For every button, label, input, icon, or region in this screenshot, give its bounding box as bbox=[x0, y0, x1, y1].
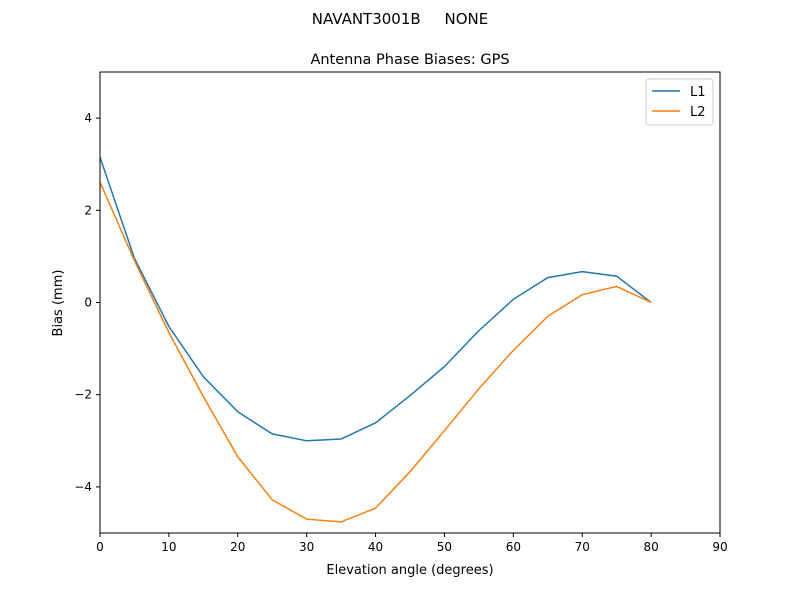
y-tick-label: −2 bbox=[74, 388, 92, 402]
x-tick-label: 90 bbox=[712, 540, 727, 554]
x-tick-label: 0 bbox=[96, 540, 104, 554]
legend-label: L2 bbox=[690, 105, 706, 120]
x-tick-label: 70 bbox=[575, 540, 590, 554]
y-tick-label: 2 bbox=[84, 203, 92, 217]
x-tick-label: 40 bbox=[368, 540, 383, 554]
y-tick-label: 0 bbox=[84, 296, 92, 310]
series-line-L1 bbox=[99, 157, 652, 442]
x-tick-label: 10 bbox=[161, 540, 176, 554]
x-tick-label: 80 bbox=[643, 540, 658, 554]
plot-frame bbox=[99, 71, 721, 534]
x-tick-label: 30 bbox=[299, 540, 314, 554]
y-tick-label: −4 bbox=[74, 480, 92, 494]
x-tick-label: 60 bbox=[506, 540, 521, 554]
series-line-L2 bbox=[99, 181, 652, 523]
chart-title: Antenna Phase Biases: GPS bbox=[310, 52, 509, 68]
suptitle: NAVANT3001B NONE bbox=[312, 10, 489, 28]
x-axis-label: Elevation angle (degrees) bbox=[326, 563, 493, 578]
x-tick-label: 20 bbox=[230, 540, 245, 554]
legend-label: L1 bbox=[690, 85, 706, 100]
x-tick-label: 50 bbox=[437, 540, 452, 554]
y-axis-label: Bias (mm) bbox=[51, 270, 66, 337]
y-tick-label: 4 bbox=[84, 111, 92, 125]
